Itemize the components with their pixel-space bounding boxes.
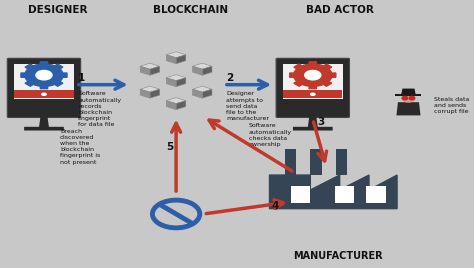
Text: 4: 4: [272, 201, 279, 211]
Polygon shape: [166, 101, 176, 110]
Polygon shape: [140, 66, 150, 75]
FancyBboxPatch shape: [283, 90, 342, 98]
Polygon shape: [53, 64, 63, 70]
Circle shape: [41, 92, 47, 96]
Circle shape: [305, 70, 321, 80]
Polygon shape: [166, 98, 186, 104]
Text: Software
automatically
records
blockchain
fingerprint
for data file: Software automatically records blockchai…: [78, 91, 121, 127]
Polygon shape: [150, 66, 160, 75]
Polygon shape: [321, 64, 332, 70]
Polygon shape: [176, 78, 186, 87]
Polygon shape: [176, 101, 186, 110]
FancyBboxPatch shape: [14, 64, 74, 99]
Text: Software
automatically
checks data
ownership: Software automatically checks data owner…: [249, 123, 292, 147]
Polygon shape: [40, 62, 48, 66]
Text: 3: 3: [317, 117, 325, 127]
Text: Breach
discovered
when the
blockchain
fingerprint is
not present: Breach discovered when the blockchain fi…: [60, 129, 100, 165]
Polygon shape: [25, 80, 36, 86]
Polygon shape: [166, 75, 186, 81]
FancyBboxPatch shape: [291, 186, 310, 203]
Polygon shape: [308, 117, 318, 127]
FancyBboxPatch shape: [7, 58, 81, 117]
Polygon shape: [166, 55, 176, 64]
Circle shape: [25, 64, 63, 86]
Polygon shape: [166, 78, 176, 87]
Text: BLOCKCHAIN: BLOCKCHAIN: [153, 5, 228, 15]
Circle shape: [401, 94, 416, 103]
Polygon shape: [192, 86, 212, 92]
Polygon shape: [25, 64, 36, 70]
Polygon shape: [294, 64, 304, 70]
FancyBboxPatch shape: [310, 149, 322, 175]
Polygon shape: [166, 52, 186, 58]
Polygon shape: [150, 89, 160, 98]
FancyBboxPatch shape: [285, 149, 296, 175]
Text: MANUFACTURER: MANUFACTURER: [293, 251, 383, 261]
FancyBboxPatch shape: [366, 186, 385, 203]
Polygon shape: [192, 63, 212, 69]
Text: 5: 5: [166, 142, 174, 152]
FancyBboxPatch shape: [293, 127, 333, 131]
FancyBboxPatch shape: [14, 90, 73, 98]
Polygon shape: [140, 86, 160, 92]
Text: BAD ACTOR: BAD ACTOR: [306, 5, 374, 15]
Polygon shape: [309, 84, 317, 89]
Text: Designer
attempts to
send data
file to the
manufacturer: Designer attempts to send data file to t…: [226, 91, 269, 121]
Polygon shape: [202, 89, 212, 98]
FancyBboxPatch shape: [335, 186, 354, 203]
Polygon shape: [328, 73, 336, 77]
Text: 2: 2: [226, 73, 234, 83]
Circle shape: [310, 92, 316, 96]
FancyBboxPatch shape: [336, 149, 347, 175]
Text: Steals data
and sends
corrupt file: Steals data and sends corrupt file: [434, 97, 469, 114]
Polygon shape: [59, 73, 67, 77]
Polygon shape: [202, 66, 212, 75]
Polygon shape: [192, 66, 202, 75]
Text: DESIGNER: DESIGNER: [28, 5, 88, 15]
Polygon shape: [176, 55, 186, 64]
Polygon shape: [321, 80, 332, 86]
Text: 1: 1: [78, 73, 85, 83]
Polygon shape: [140, 63, 160, 69]
Polygon shape: [294, 80, 304, 86]
FancyBboxPatch shape: [276, 58, 349, 117]
Polygon shape: [290, 73, 298, 77]
Polygon shape: [401, 88, 416, 96]
Polygon shape: [140, 89, 150, 98]
FancyBboxPatch shape: [283, 64, 343, 99]
Polygon shape: [53, 80, 63, 86]
FancyBboxPatch shape: [24, 127, 64, 131]
Polygon shape: [40, 84, 48, 89]
Circle shape: [36, 70, 52, 80]
Polygon shape: [192, 89, 202, 98]
Polygon shape: [309, 62, 317, 66]
Polygon shape: [395, 94, 421, 96]
Polygon shape: [21, 73, 28, 77]
Polygon shape: [39, 117, 49, 127]
Circle shape: [294, 64, 332, 86]
Polygon shape: [270, 175, 397, 209]
Polygon shape: [396, 102, 420, 116]
